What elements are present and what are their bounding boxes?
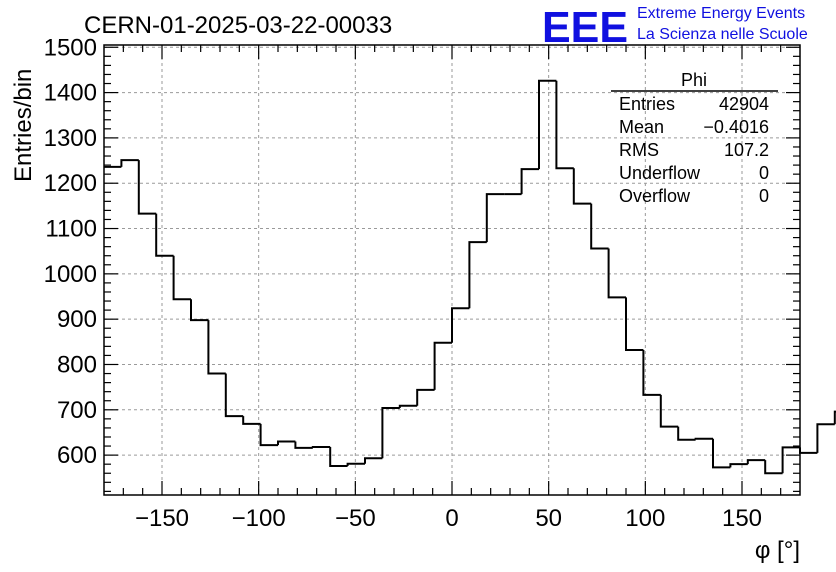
histogram-bin bbox=[607, 248, 626, 299]
histogram-bin bbox=[485, 193, 505, 243]
histogram-bin bbox=[572, 168, 592, 205]
stats-mean-value: −0.4016 bbox=[703, 117, 769, 137]
histogram-bin bbox=[242, 416, 261, 425]
y-tick-label: 600 bbox=[57, 442, 97, 469]
y-tick-label: 1000 bbox=[44, 261, 97, 288]
histogram-bin bbox=[729, 463, 748, 468]
histogram-bin bbox=[451, 307, 470, 343]
y-axis-label: Entries/bin bbox=[10, 69, 37, 182]
histogram-bin bbox=[468, 241, 487, 309]
eee-logo: EEE Extreme Energy Events La Scienza nel… bbox=[542, 3, 808, 52]
histogram-bin bbox=[833, 410, 836, 425]
histogram-bin bbox=[659, 394, 679, 428]
x-tick-label: −50 bbox=[335, 505, 376, 532]
x-tick-label: 100 bbox=[625, 505, 665, 532]
stats-rms-label: RMS bbox=[619, 140, 659, 160]
histogram-bin bbox=[625, 297, 644, 351]
histogram-bin bbox=[694, 437, 713, 440]
stats-underflow-label: Underflow bbox=[619, 163, 701, 183]
stats-overflow-value: 0 bbox=[759, 186, 769, 206]
logo-letters: EEE bbox=[542, 3, 628, 52]
y-tick-labels: 600 700 800 900 1000 1100 1200 1300 1400 1500 bbox=[44, 34, 97, 469]
logo-line1: Extreme Energy Events bbox=[637, 5, 805, 22]
x-tick-label: −150 bbox=[135, 505, 189, 532]
x-tick-label: 0 bbox=[445, 505, 458, 532]
y-tick-label: 1200 bbox=[44, 170, 97, 197]
y-tick-label: 1400 bbox=[44, 80, 97, 107]
histogram-series bbox=[104, 79, 836, 475]
y-tick-label: 700 bbox=[57, 397, 97, 424]
y-tick-label: 800 bbox=[57, 351, 97, 378]
x-tick-labels: −150 −100 −50 0 50 100 150 bbox=[135, 505, 762, 532]
histogram-bin bbox=[364, 457, 383, 464]
stats-entries-value: 42904 bbox=[719, 94, 769, 114]
histogram-bin bbox=[172, 255, 191, 301]
histogram-bin bbox=[329, 446, 348, 467]
x-tick-label: 50 bbox=[535, 505, 562, 532]
histogram-bin bbox=[642, 349, 661, 396]
logo-line2: La Scienza nelle Scuole bbox=[637, 26, 808, 43]
histogram-bin bbox=[207, 320, 226, 375]
histogram-bin bbox=[520, 168, 539, 195]
y-tick-label: 1100 bbox=[45, 216, 97, 243]
histogram-bin bbox=[433, 341, 452, 390]
histogram-bin bbox=[155, 213, 174, 257]
histogram-bin bbox=[781, 446, 800, 474]
histogram-bin bbox=[224, 373, 244, 418]
histogram-bin bbox=[677, 426, 696, 441]
histogram-bin bbox=[311, 445, 331, 448]
stats-overflow-label: Overflow bbox=[619, 186, 691, 206]
histogram-bin bbox=[381, 406, 400, 459]
histogram-bin bbox=[398, 404, 418, 408]
stats-mean-label: Mean bbox=[619, 117, 664, 137]
stats-entries-label: Entries bbox=[619, 94, 675, 114]
y-tick-label: 1500 bbox=[44, 34, 97, 61]
histogram-bin bbox=[259, 423, 278, 447]
axis-ticks bbox=[104, 45, 800, 495]
stats-underflow-value: 0 bbox=[759, 163, 769, 183]
histogram-bin bbox=[555, 80, 574, 170]
histogram-bin bbox=[816, 423, 835, 453]
histogram-bin bbox=[416, 388, 435, 406]
histogram-bin bbox=[712, 438, 731, 469]
histogram-bin bbox=[590, 203, 609, 250]
x-tick-label: 150 bbox=[722, 505, 762, 532]
histogram-bin bbox=[137, 160, 157, 215]
histogram-bin bbox=[538, 79, 557, 170]
x-axis-label: φ [°] bbox=[755, 537, 800, 564]
histogram-bin bbox=[346, 462, 365, 466]
histogram-bin bbox=[277, 440, 296, 446]
stats-name: Phi bbox=[681, 70, 707, 90]
stats-box: Phi Entries 42904 Mean −0.4016 RMS 107.2… bbox=[611, 70, 778, 206]
histogram-bin bbox=[190, 299, 209, 322]
histogram-bin bbox=[746, 459, 766, 465]
histogram-bin bbox=[764, 460, 783, 475]
y-tick-label: 1300 bbox=[44, 125, 97, 152]
y-tick-label: 900 bbox=[57, 306, 97, 333]
x-tick-label: −100 bbox=[232, 505, 286, 532]
histogram-bin bbox=[120, 159, 139, 167]
stats-rms-value: 107.2 bbox=[724, 140, 769, 160]
histogram-bin bbox=[294, 441, 313, 449]
chart-title: CERN-01-2025-03-22-00033 bbox=[84, 12, 392, 39]
